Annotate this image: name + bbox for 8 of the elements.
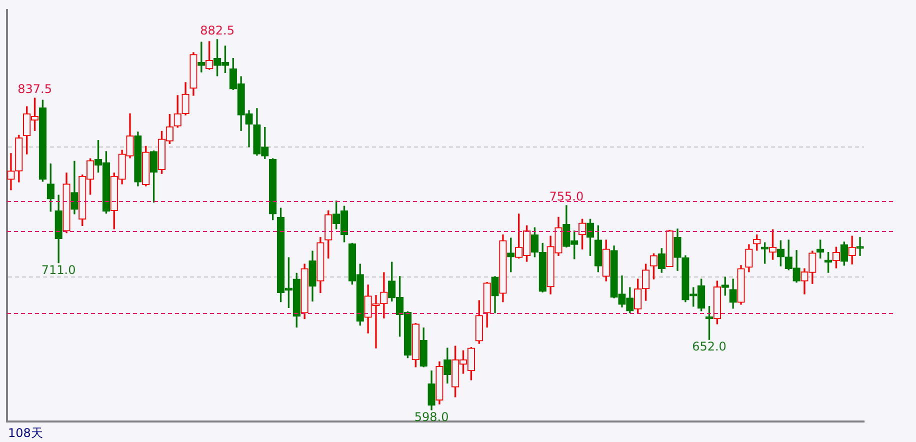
annotation: 755.0 xyxy=(549,190,584,204)
annotation: 652.0 xyxy=(692,340,726,354)
text: 108天 xyxy=(8,426,43,440)
annotation: 882.5 xyxy=(200,24,234,38)
candlestick xyxy=(856,237,864,256)
annotation: 598.0 xyxy=(414,410,449,424)
annotation: 837.5 xyxy=(18,82,52,96)
annotation: 711.0 xyxy=(41,262,76,277)
